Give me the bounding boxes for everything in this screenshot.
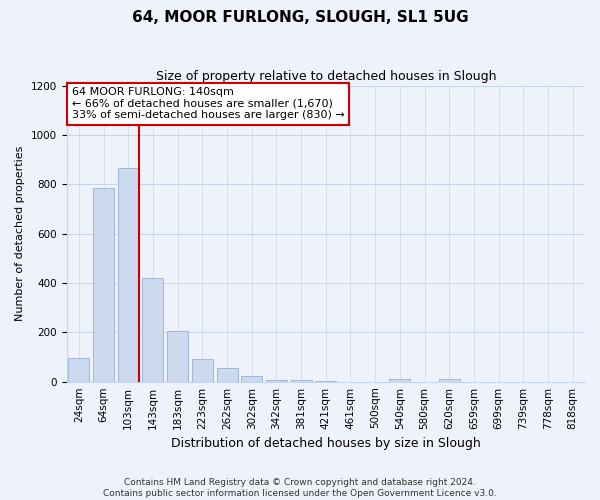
Title: Size of property relative to detached houses in Slough: Size of property relative to detached ho… bbox=[155, 70, 496, 83]
Text: Contains HM Land Registry data © Crown copyright and database right 2024.
Contai: Contains HM Land Registry data © Crown c… bbox=[103, 478, 497, 498]
Text: 64, MOOR FURLONG, SLOUGH, SL1 5UG: 64, MOOR FURLONG, SLOUGH, SL1 5UG bbox=[131, 10, 469, 25]
Bar bbox=[167, 331, 188, 382]
Bar bbox=[266, 380, 287, 382]
Bar bbox=[217, 368, 238, 382]
Bar bbox=[118, 168, 139, 382]
Bar bbox=[192, 360, 213, 382]
Bar bbox=[68, 358, 89, 382]
Bar bbox=[290, 380, 311, 382]
X-axis label: Distribution of detached houses by size in Slough: Distribution of detached houses by size … bbox=[171, 437, 481, 450]
Bar bbox=[439, 378, 460, 382]
Bar bbox=[389, 378, 410, 382]
Y-axis label: Number of detached properties: Number of detached properties bbox=[15, 146, 25, 322]
Bar bbox=[93, 188, 114, 382]
Bar bbox=[142, 278, 163, 382]
Bar bbox=[241, 376, 262, 382]
Text: 64 MOOR FURLONG: 140sqm
← 66% of detached houses are smaller (1,670)
33% of semi: 64 MOOR FURLONG: 140sqm ← 66% of detache… bbox=[72, 87, 344, 120]
